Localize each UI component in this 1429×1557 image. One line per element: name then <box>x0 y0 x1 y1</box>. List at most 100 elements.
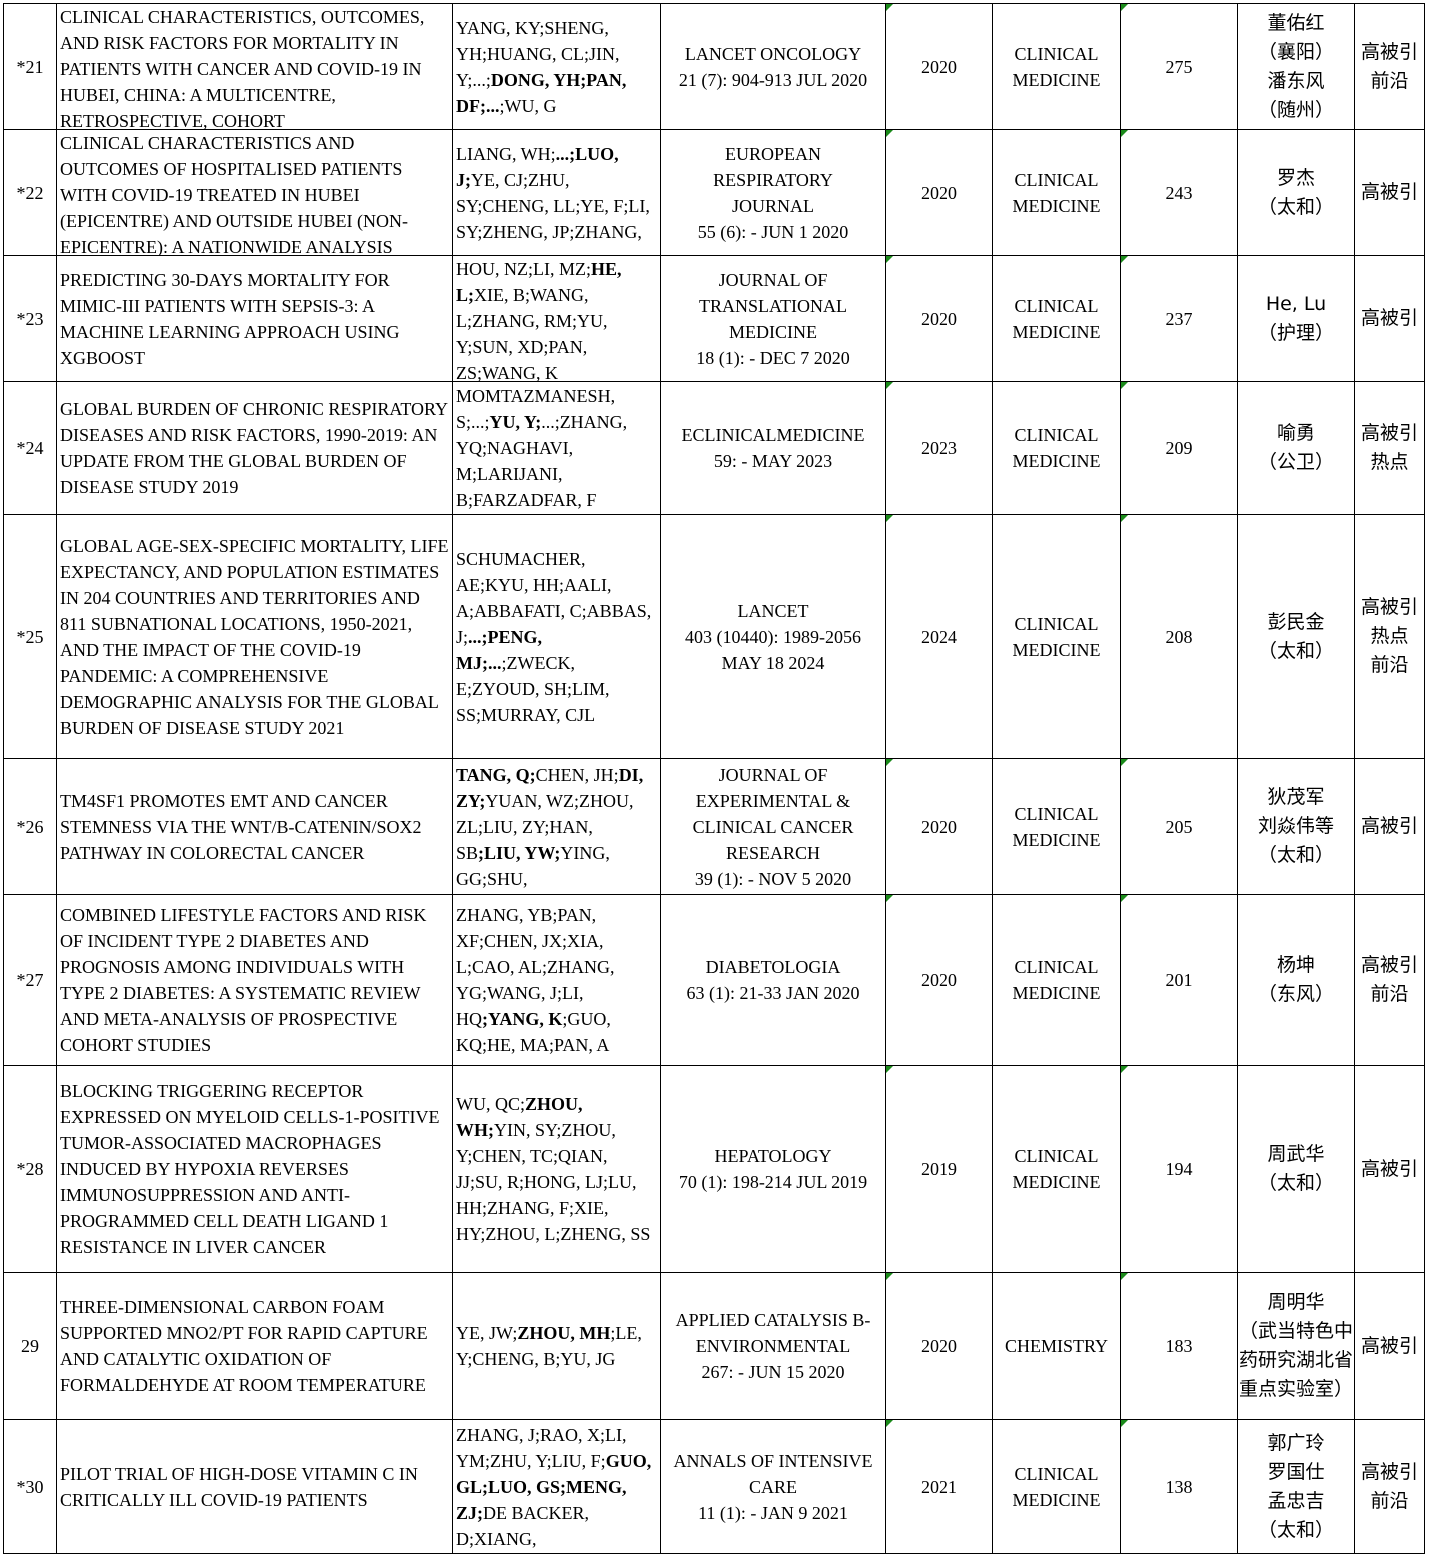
authors-cell[interactable]: SCHUMACHER, AE;KYU, HH;AALI, A;ABBAFATI,… <box>452 514 661 759</box>
research-field-cell[interactable]: CLINICAL MEDICINE <box>992 255 1121 382</box>
year-text: 2020 <box>921 182 957 203</box>
tags-cell[interactable]: 高被引 <box>1354 129 1425 256</box>
row-number-cell[interactable]: *30 <box>3 1419 57 1554</box>
year-cell[interactable]: 2019 <box>885 1065 993 1273</box>
paper-title-cell[interactable]: GLOBAL BURDEN OF CHRONIC RESPIRATORY DIS… <box>56 381 453 515</box>
row-number-cell[interactable]: *28 <box>3 1065 57 1273</box>
paper-title-cell[interactable]: TM4SF1 PROMOTES EMT AND CANCER STEMNESS … <box>56 758 453 895</box>
research-field-cell[interactable]: CLINICAL MEDICINE <box>992 381 1121 515</box>
local-author-cell[interactable]: 郭广玲 罗国仕 孟忠吉 （太和） <box>1237 1419 1355 1554</box>
tags-cell[interactable]: 高被引 <box>1354 1065 1425 1273</box>
research-field-cell[interactable]: CLINICAL MEDICINE <box>992 129 1121 256</box>
paper-title-cell[interactable]: CLINICAL CHARACTERISTICS AND OUTCOMES OF… <box>56 129 453 256</box>
authors-cell[interactable]: MOMTAZMANESH, S;...;YU, Y;...;ZHANG, YQ;… <box>452 381 661 515</box>
paper-title-cell[interactable]: GLOBAL AGE-SEX-SPECIFIC MORTALITY, LIFE … <box>56 514 453 759</box>
author-highlight: ...;LUO, J; <box>456 143 619 190</box>
citations-cell[interactable]: 205 <box>1120 758 1238 895</box>
paper-title-cell[interactable]: CLINICAL CHARACTERISTICS, OUTCOMES, AND … <box>56 3 453 130</box>
citations-cell[interactable]: 208 <box>1120 514 1238 759</box>
local-author-cell[interactable]: 周明华 （武当特色中药研究湖北省重点实验室） <box>1237 1272 1355 1420</box>
citations-cell[interactable]: 237 <box>1120 255 1238 382</box>
local-author-cell[interactable]: 狄茂军 刘焱伟等 （太和） <box>1237 758 1355 895</box>
journal-cell[interactable]: APPLIED CATALYSIS B- ENVIRONMENTAL 267: - … <box>660 1272 886 1420</box>
year-cell[interactable]: 2020 <box>885 3 993 130</box>
research-field-cell[interactable]: CHEMISTRY <box>992 1272 1121 1420</box>
journal-cell[interactable]: JOURNAL OF EXPERIMENTAL & CLINICAL CANCER R… <box>660 758 886 895</box>
journal-cell[interactable]: ANNALS OF INTENSIVE CARE 11 (1): - JAN 9 2… <box>660 1419 886 1554</box>
journal-cell[interactable]: LANCET ONCOLOGY 21 (7): 904-913 JUL 2020 <box>660 3 886 130</box>
row-number-cell[interactable]: *22 <box>3 129 57 256</box>
local-author-cell[interactable]: 喻勇 （公卫） <box>1237 381 1355 515</box>
tags-cell[interactable]: 高被引 前沿 <box>1354 894 1425 1066</box>
row-number-cell[interactable]: *27 <box>3 894 57 1066</box>
journal-cell[interactable]: LANCET 403 (10440): 1989-2056 MAY 18 2024 <box>660 514 886 759</box>
journal-cell[interactable]: DIABETOLOGIA 63 (1): 21-33 JAN 2020 <box>660 894 886 1066</box>
year-cell[interactable]: 2020 <box>885 758 993 895</box>
research-field-cell[interactable]: CLINICAL MEDICINE <box>992 894 1121 1066</box>
authors-cell[interactable]: HOU, NZ;LI, MZ;HE, L;XIE, B;WANG, L;ZHAN… <box>452 255 661 382</box>
table-row: *27 COMBINED LIFESTYLE FACTORS AND RISK O… <box>3 894 1425 1066</box>
local-author-cell[interactable]: He, Lu （护理） <box>1237 255 1355 382</box>
journal-cell[interactable]: JOURNAL OF TRANSLATIONAL MEDICINE 18 (1): -… <box>660 255 886 382</box>
journal: JOURNAL OF TRANSLATIONAL MEDICINE 18 (1): -… <box>661 256 885 381</box>
authors-cell[interactable]: TANG, Q;CHEN, JH;DI, ZY;YUAN, WZ;ZHOU, Z… <box>452 758 661 895</box>
paper-title-cell[interactable]: COMBINED LIFESTYLE FACTORS AND RISK OF I… <box>56 894 453 1066</box>
authors-cell[interactable]: YANG, KY;SHENG, YH;HUANG, CL;JIN, Y;...;… <box>452 3 661 130</box>
row-number-text: *21 <box>16 56 44 77</box>
year-cell[interactable]: 2020 <box>885 894 993 1066</box>
tags-cell[interactable]: 高被引 <box>1354 758 1425 895</box>
author-highlight: DONG, YH;PAN, DF;... <box>456 69 627 116</box>
row-number-cell[interactable]: 29 <box>3 1272 57 1420</box>
citations-text: 243 <box>1165 182 1193 203</box>
citations-cell[interactable]: 275 <box>1120 3 1238 130</box>
row-number-cell[interactable]: *21 <box>3 3 57 130</box>
tags-cell[interactable]: 高被引 <box>1354 255 1425 382</box>
year-cell[interactable]: 2023 <box>885 381 993 515</box>
year-cell[interactable]: 2024 <box>885 514 993 759</box>
local-author-cell[interactable]: 周武华 （太和） <box>1237 1065 1355 1273</box>
local-author-cell[interactable]: 杨坤 （东风） <box>1237 894 1355 1066</box>
paper-title: CLINICAL CHARACTERISTICS, OUTCOMES, AND … <box>57 4 452 129</box>
row-number-cell[interactable]: *23 <box>3 255 57 382</box>
paper-title-cell[interactable]: PREDICTING 30-DAYS MORTALITY FOR MIMIC-I… <box>56 255 453 382</box>
row-number-cell[interactable]: *26 <box>3 758 57 895</box>
citations-cell[interactable]: 194 <box>1120 1065 1238 1273</box>
year-cell[interactable]: 2021 <box>885 1419 993 1554</box>
year-cell[interactable]: 2020 <box>885 129 993 256</box>
authors-cell[interactable]: ZHANG, YB;PAN, XF;CHEN, JX;XIA, L;CAO, A… <box>452 894 661 1066</box>
citations-cell[interactable]: 138 <box>1120 1419 1238 1554</box>
authors-cell[interactable]: LIANG, WH;...;LUO, J;YE, CJ;ZHU, SY;CHEN… <box>452 129 661 256</box>
tags-cell[interactable]: 高被引 前沿 <box>1354 3 1425 130</box>
citations-cell[interactable]: 183 <box>1120 1272 1238 1420</box>
authors-cell[interactable]: WU, QC;ZHOU, WH;YIN, SY;ZHOU, Y;CHEN, TC… <box>452 1065 661 1273</box>
tags-cell[interactable]: 高被引 前沿 <box>1354 1419 1425 1554</box>
research-field-cell[interactable]: CLINICAL MEDICINE <box>992 758 1121 895</box>
year-cell[interactable]: 2020 <box>885 1272 993 1420</box>
paper-title-cell[interactable]: PILOT TRIAL OF HIGH-DOSE VITAMIN C IN CR… <box>56 1419 453 1554</box>
journal-line: 18 (1): - DEC 7 2020 <box>696 347 850 368</box>
journal-cell[interactable]: EUROPEAN RESPIRATORY JOURNAL 55 (6): - JUN … <box>660 129 886 256</box>
research-field-cell[interactable]: CLINICAL MEDICINE <box>992 514 1121 759</box>
citations-text: 201 <box>1165 970 1193 990</box>
local-author-cell[interactable]: 彭民金 （太和） <box>1237 514 1355 759</box>
journal-cell[interactable]: ECLINICALMEDICINE 59: - MAY 2023 <box>660 381 886 515</box>
authors-cell[interactable]: YE, JW;ZHOU, MH;LE, Y;CHENG, B;YU, JG <box>452 1272 661 1420</box>
authors-cell[interactable]: ZHANG, J;RAO, X;LI, YM;ZHU, Y;LIU, F;GUO… <box>452 1419 661 1554</box>
research-field-cell[interactable]: CLINICAL MEDICINE <box>992 1065 1121 1273</box>
research-field-cell[interactable]: CLINICAL MEDICINE <box>992 1419 1121 1554</box>
journal-cell[interactable]: HEPATOLOGY 70 (1): 198-214 JUL 2019 <box>660 1065 886 1273</box>
paper-title-cell[interactable]: THREE-DIMENSIONAL CARBON FOAM SUPPORTED … <box>56 1272 453 1420</box>
local-author-cell[interactable]: 罗杰 （太和） <box>1237 129 1355 256</box>
tags-cell[interactable]: 高被引 <box>1354 1272 1425 1420</box>
year-cell[interactable]: 2020 <box>885 255 993 382</box>
citations-cell[interactable]: 243 <box>1120 129 1238 256</box>
row-number-cell[interactable]: *25 <box>3 514 57 759</box>
citations-cell[interactable]: 209 <box>1120 381 1238 515</box>
citations-cell[interactable]: 201 <box>1120 894 1238 1066</box>
row-number-cell[interactable]: *24 <box>3 381 57 515</box>
paper-title-cell[interactable]: BLOCKING TRIGGERING RECEPTOR EXPRESSED O… <box>56 1065 453 1273</box>
local-author-cell[interactable]: 董佑红 （襄阳） 潘东风 （随州） <box>1237 3 1355 130</box>
tags-cell[interactable]: 高被引 热点 <box>1354 381 1425 515</box>
research-field-cell[interactable]: CLINICAL MEDICINE <box>992 3 1121 130</box>
tags-cell[interactable]: 高被引 热点 前沿 <box>1354 514 1425 759</box>
